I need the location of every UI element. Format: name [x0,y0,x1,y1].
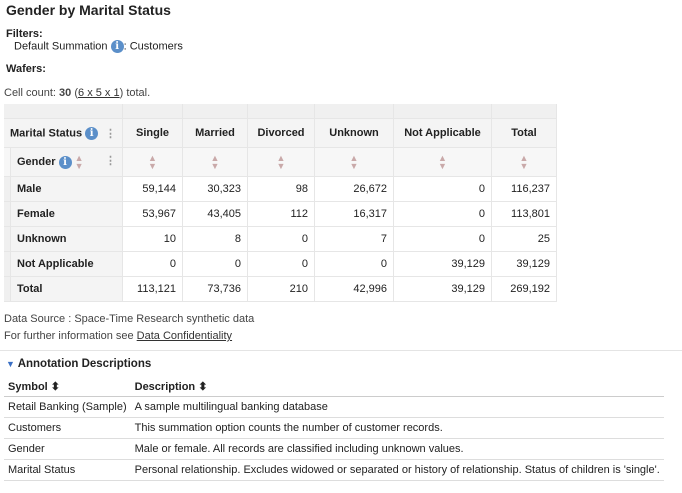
cell-value: 0 [314,251,394,277]
description-header[interactable]: Description ⬍ [130,376,664,397]
cell-value: 53,967 [122,201,183,227]
symbol: Customers [4,417,131,439]
sort-icon: ⬍ [50,380,61,393]
cell-value: 210 [247,276,315,302]
row-label: Male [10,176,123,202]
cell-value: 269,192 [491,276,557,302]
cell-value: 39,129 [393,276,492,302]
sort-icon[interactable]: ▲ ▼ [148,153,157,171]
cell-value: 0 [247,226,315,252]
table-row: Unknown 10 8 0 7 0 25 [4,226,557,252]
info-icon[interactable]: i [85,126,99,140]
cell-value: 10 [122,226,183,252]
summation-label: Default Summation [14,40,108,53]
table-row: Not Applicable 0 0 0 0 39,129 39,129 [4,251,557,277]
cell-value: 73,736 [182,276,248,302]
cell-value: 39,129 [393,251,492,277]
description: Personal relationship. Excludes widowed … [130,459,664,481]
annotation-row: Marital Status Personal relationship. Exc… [4,459,664,481]
drag-handle-icon[interactable]: ⋮ [105,155,116,167]
filter-summation: Default Summation i: Customers [14,40,183,53]
description: Male or female. All records are classifi… [130,438,664,460]
crosstab-table: Marital Status i ⋮ Single Married Divorced U… [4,104,557,302]
column-sort[interactable]: ▲ ▼ [314,147,394,177]
row-label: Not Applicable [10,251,123,277]
annotation-table: Symbol ⬍ Description ⬍ Retail Banking (Sa… [4,376,664,481]
cell-value: 59,144 [122,176,183,202]
description: A sample multilingual banking database [130,396,664,418]
column-sort[interactable]: ▲ ▼ [122,147,183,177]
column-header[interactable]: Single [122,118,183,148]
wafers-label: Wafers: [6,63,46,75]
symbol: Marital Status [4,459,131,481]
column-header[interactable]: Not Applicable [393,118,492,148]
data-source: Data Source : Space-Time Research synthe… [4,313,255,325]
cell-dims-link[interactable]: 6 x 5 x 1 [78,87,120,99]
cell-value: 8 [182,226,248,252]
info-icon[interactable]: i [58,155,72,169]
annotation-row: Gender Male or female. All records are cl… [4,438,664,460]
sort-icon: ⬍ [198,380,208,393]
row-label: Female [10,201,123,227]
data-confidentiality-link[interactable]: Data Confidentiality [136,330,233,342]
cell-value: 0 [393,176,492,202]
column-header[interactable]: Divorced [247,118,315,148]
row-label: Unknown [10,226,123,252]
cell-value: 116,237 [491,176,557,202]
row-dimension-header[interactable]: Gender i ▲ ▼ ⋮ [10,147,123,177]
table-row: Female 53,967 43,405 112 16,317 0 113,801 [4,201,557,227]
column-header[interactable]: Total [491,118,557,148]
column-sort[interactable]: ▲ ▼ [393,147,492,177]
column-header[interactable]: Married [182,118,248,148]
cell-count: Cell count: 30 (6 x 5 x 1) total. [4,87,151,99]
filters-label: Filters: [6,28,43,40]
caret-down-icon: ▼ [6,359,15,369]
column-sort[interactable]: ▲ ▼ [247,147,315,177]
sort-icon[interactable]: ▲ ▼ [438,153,447,171]
sort-icon[interactable]: ▲ ▼ [519,153,529,171]
cell-value: 39,129 [491,251,557,277]
column-sort[interactable]: ▲ ▼ [182,147,248,177]
cell-value: 0 [393,226,492,252]
table-row: Total 113,121 73,736 210 42,996 39,129 269,192 [4,276,557,302]
column-sort[interactable]: ▲ ▼ [491,147,557,177]
cell-value: 112 [247,201,315,227]
cell-value: 0 [182,251,248,277]
table-row: Male 59,144 30,323 98 26,672 0 116,237 [4,176,557,202]
annotation-row: Customers This summation option counts th… [4,417,664,439]
cell-value: 113,801 [491,201,557,227]
cell-value: 0 [247,251,315,277]
cell-value: 43,405 [182,201,248,227]
column-header[interactable]: Unknown [314,118,394,148]
info-icon[interactable]: i [110,40,124,53]
description: This summation option counts the number … [130,417,664,439]
cell-value: 0 [393,201,492,227]
cell-value: 7 [314,226,394,252]
annotation-toggle[interactable]: ▼ Annotation Descriptions [6,358,152,370]
sort-icon[interactable]: ▲ ▼ [210,153,220,171]
cell-value: 98 [247,176,315,202]
cell-value: 0 [122,251,183,277]
cell-value: 26,672 [314,176,394,202]
symbol-header[interactable]: Symbol ⬍ [4,376,131,397]
cell-value: 42,996 [314,276,394,302]
cell-value: 25 [491,226,557,252]
sort-icon[interactable]: ▲ ▼ [74,153,84,171]
column-dimension-header[interactable]: Marital Status i ⋮ [4,118,123,148]
summation-value: : Customers [123,40,183,53]
symbol: Retail Banking (Sample) [4,396,131,418]
symbol: Gender [4,438,131,460]
row-label: Total [10,276,123,302]
further-info: For further information see Data Confide… [4,330,233,342]
annotation-row: Retail Banking (Sample) A sample multilin… [4,396,664,418]
cell-value: 30,323 [182,176,248,202]
drag-handle-icon[interactable]: ⋮ [105,127,116,140]
cell-value: 113,121 [122,276,183,302]
page-title: Gender by Marital Status [6,2,171,18]
sort-icon[interactable]: ▲ ▼ [349,153,359,171]
cell-value: 16,317 [314,201,394,227]
sort-icon[interactable]: ▲ ▼ [276,153,286,171]
